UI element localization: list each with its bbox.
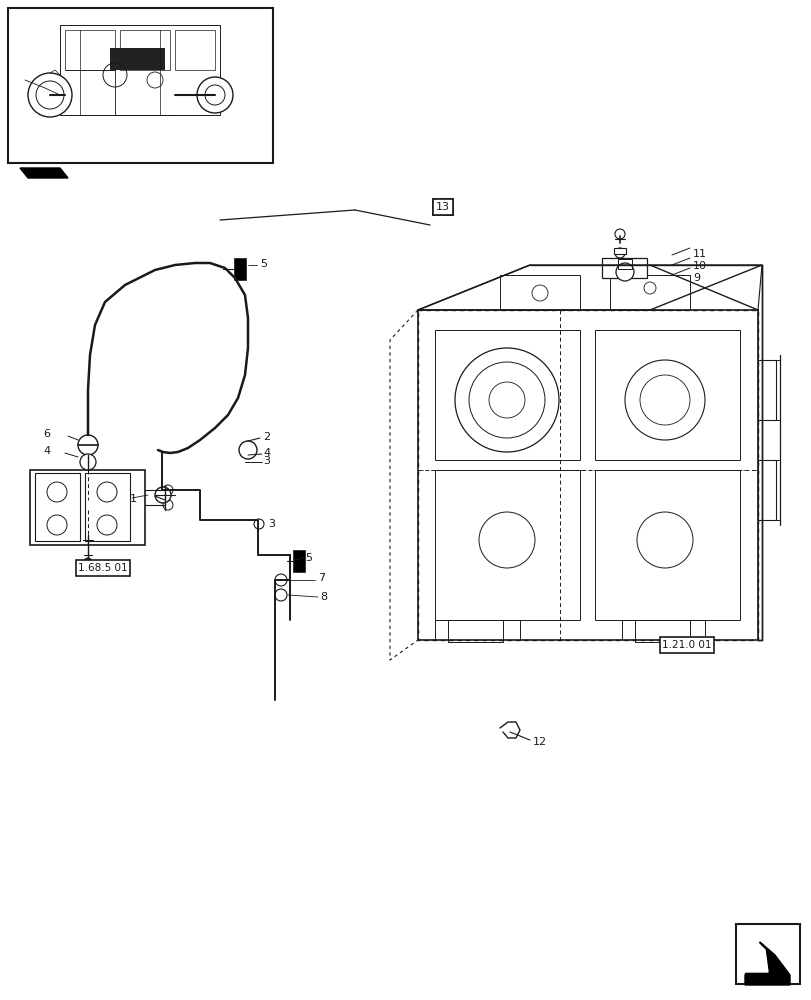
Polygon shape [744, 942, 789, 985]
Text: 11: 11 [692, 249, 706, 259]
Circle shape [614, 248, 624, 258]
Text: 5: 5 [260, 259, 267, 269]
Circle shape [636, 512, 692, 568]
Polygon shape [20, 168, 68, 178]
Bar [609, 275, 689, 310]
Text: 1.68.5 01: 1.68.5 01 [78, 563, 127, 573]
Circle shape [614, 229, 624, 239]
Text: 4: 4 [263, 448, 270, 458]
Bar [613, 248, 625, 254]
Bar [109, 48, 165, 70]
Circle shape [616, 263, 633, 281]
Bar [448, 620, 502, 642]
Bar [8, 8, 272, 163]
Bar [60, 25, 220, 115]
Text: 4: 4 [43, 446, 50, 456]
Circle shape [28, 73, 72, 117]
Text: 5: 5 [305, 553, 311, 563]
Bar [435, 470, 579, 620]
Bar [435, 330, 579, 460]
Circle shape [84, 558, 92, 566]
Bar [120, 30, 169, 70]
Circle shape [639, 375, 689, 425]
Bar [30, 470, 145, 545]
Text: 12: 12 [532, 737, 547, 747]
Text: 9: 9 [692, 273, 699, 283]
Bar [234, 258, 246, 280]
Bar [617, 259, 631, 269]
Circle shape [155, 487, 171, 503]
Bar [500, 275, 579, 310]
Circle shape [469, 362, 544, 438]
Bar [293, 550, 305, 572]
Bar [634, 620, 689, 642]
Bar [601, 258, 646, 278]
Bar [594, 470, 739, 620]
Text: 6: 6 [43, 429, 50, 439]
Text: 3: 3 [263, 456, 270, 466]
Bar [418, 310, 757, 640]
Bar [175, 30, 215, 70]
Circle shape [478, 512, 534, 568]
Polygon shape [744, 940, 767, 972]
Bar [757, 460, 775, 520]
Text: 13: 13 [436, 202, 449, 212]
Bar [35, 473, 80, 541]
Circle shape [454, 348, 558, 452]
Circle shape [275, 574, 286, 586]
Bar [85, 473, 130, 541]
Circle shape [36, 81, 64, 109]
Bar [735, 924, 799, 984]
Circle shape [275, 589, 286, 601]
Text: 1.21.0 01: 1.21.0 01 [662, 640, 711, 650]
Circle shape [78, 435, 98, 455]
Text: 13: 13 [436, 202, 449, 212]
Text: 7: 7 [318, 573, 324, 583]
Polygon shape [741, 942, 769, 978]
Circle shape [197, 77, 233, 113]
Text: 3: 3 [268, 519, 275, 529]
Circle shape [488, 382, 525, 418]
Circle shape [624, 360, 704, 440]
Text: 1: 1 [130, 494, 137, 504]
Text: 10: 10 [692, 261, 706, 271]
Bar [757, 360, 775, 420]
Bar [65, 30, 115, 70]
Circle shape [204, 85, 225, 105]
Circle shape [238, 441, 257, 459]
Circle shape [254, 519, 264, 529]
Text: 8: 8 [320, 592, 327, 602]
Text: 2: 2 [263, 432, 270, 442]
Bar [418, 310, 757, 640]
Circle shape [80, 454, 96, 470]
Bar [594, 330, 739, 460]
